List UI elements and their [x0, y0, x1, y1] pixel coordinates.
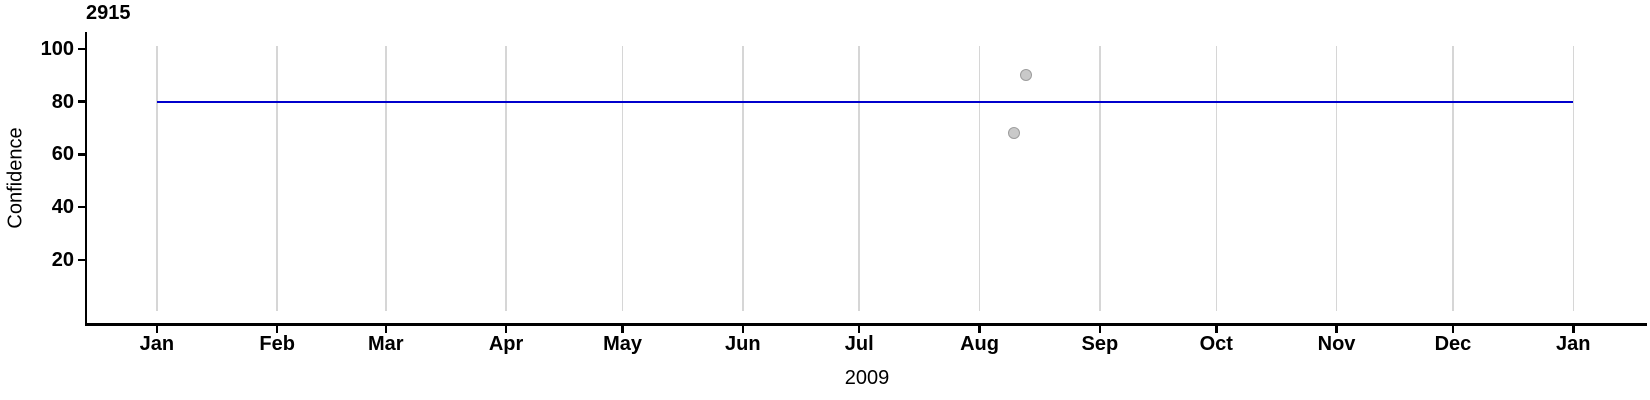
data-point [1008, 127, 1021, 140]
x-tick-label: May [603, 333, 642, 355]
x-tick-mark [621, 325, 624, 333]
x-tick-mark [1335, 325, 1338, 333]
x-axis-line [84, 323, 1647, 326]
x-tick-label: Nov [1317, 333, 1356, 355]
x-tick-label: Sep [1081, 333, 1119, 355]
x-tick-label: Mar [368, 333, 404, 355]
x-tick-label: Jul [844, 333, 874, 355]
x-tick-mark [1572, 325, 1575, 333]
month-gridline [156, 46, 158, 311]
x-tick-mark [384, 325, 388, 333]
data-point [1020, 69, 1033, 82]
month-gridline [742, 46, 744, 311]
month-gridline [385, 46, 387, 311]
month-gridline [1335, 46, 1338, 311]
x-axis-label: 2009 [844, 367, 890, 389]
x-tick-mark [741, 325, 745, 333]
y-tick-mark [77, 100, 85, 103]
x-tick-label: Apr [488, 333, 524, 355]
month-gridline [1099, 46, 1101, 311]
y-tick-label: 20 [51, 248, 74, 271]
month-gridline [621, 46, 624, 311]
y-tick-mark [77, 153, 85, 156]
x-tick-mark [857, 325, 861, 333]
month-gridline [505, 46, 507, 311]
x-tick-label: Dec [1434, 333, 1472, 355]
x-tick-mark [275, 325, 279, 333]
month-gridline [978, 46, 981, 311]
x-tick-label: Aug [960, 333, 999, 355]
y-tick-mark [77, 205, 85, 209]
month-gridline [276, 46, 278, 311]
x-tick-mark [978, 325, 981, 333]
x-tick-mark [1098, 325, 1102, 333]
month-gridline [1452, 46, 1454, 311]
y-tick-label: 100 [40, 37, 74, 60]
chart-title: 2915 [86, 2, 131, 24]
x-tick-mark [155, 325, 159, 333]
month-gridline [1215, 46, 1217, 311]
month-gridline [1572, 46, 1575, 311]
y-tick-label: 80 [51, 90, 74, 113]
x-tick-mark [1451, 325, 1455, 333]
x-tick-label: Feb [259, 333, 295, 355]
y-axis-line [84, 32, 87, 326]
y-tick-mark [77, 258, 85, 262]
y-tick-mark [77, 47, 85, 51]
threshold-line [156, 100, 1574, 103]
x-tick-label: Jun [725, 333, 761, 355]
x-tick-mark [1215, 325, 1218, 333]
x-tick-label: Jan [1556, 333, 1591, 355]
y-tick-label: 40 [51, 196, 74, 219]
month-gridline [858, 46, 860, 311]
y-tick-label: 60 [51, 143, 74, 166]
x-tick-mark [504, 325, 508, 333]
x-tick-label: Jan [139, 333, 175, 355]
x-tick-label: Oct [1199, 333, 1233, 355]
